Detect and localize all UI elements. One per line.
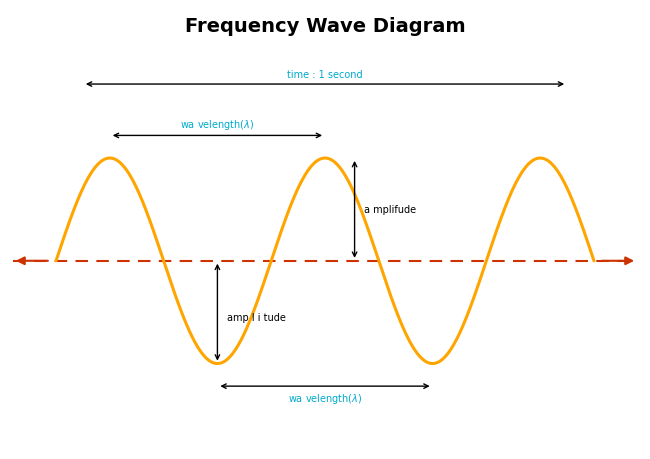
Text: amp l i tude: amp l i tude (227, 313, 286, 323)
Text: wa velength($\lambda$): wa velength($\lambda$) (180, 118, 255, 132)
Text: wa velength($\lambda$): wa velength($\lambda$) (288, 392, 362, 405)
Title: Frequency Wave Diagram: Frequency Wave Diagram (185, 17, 465, 36)
Text: a mplifude: a mplifude (364, 205, 417, 215)
Text: time : 1 second: time : 1 second (287, 70, 363, 80)
